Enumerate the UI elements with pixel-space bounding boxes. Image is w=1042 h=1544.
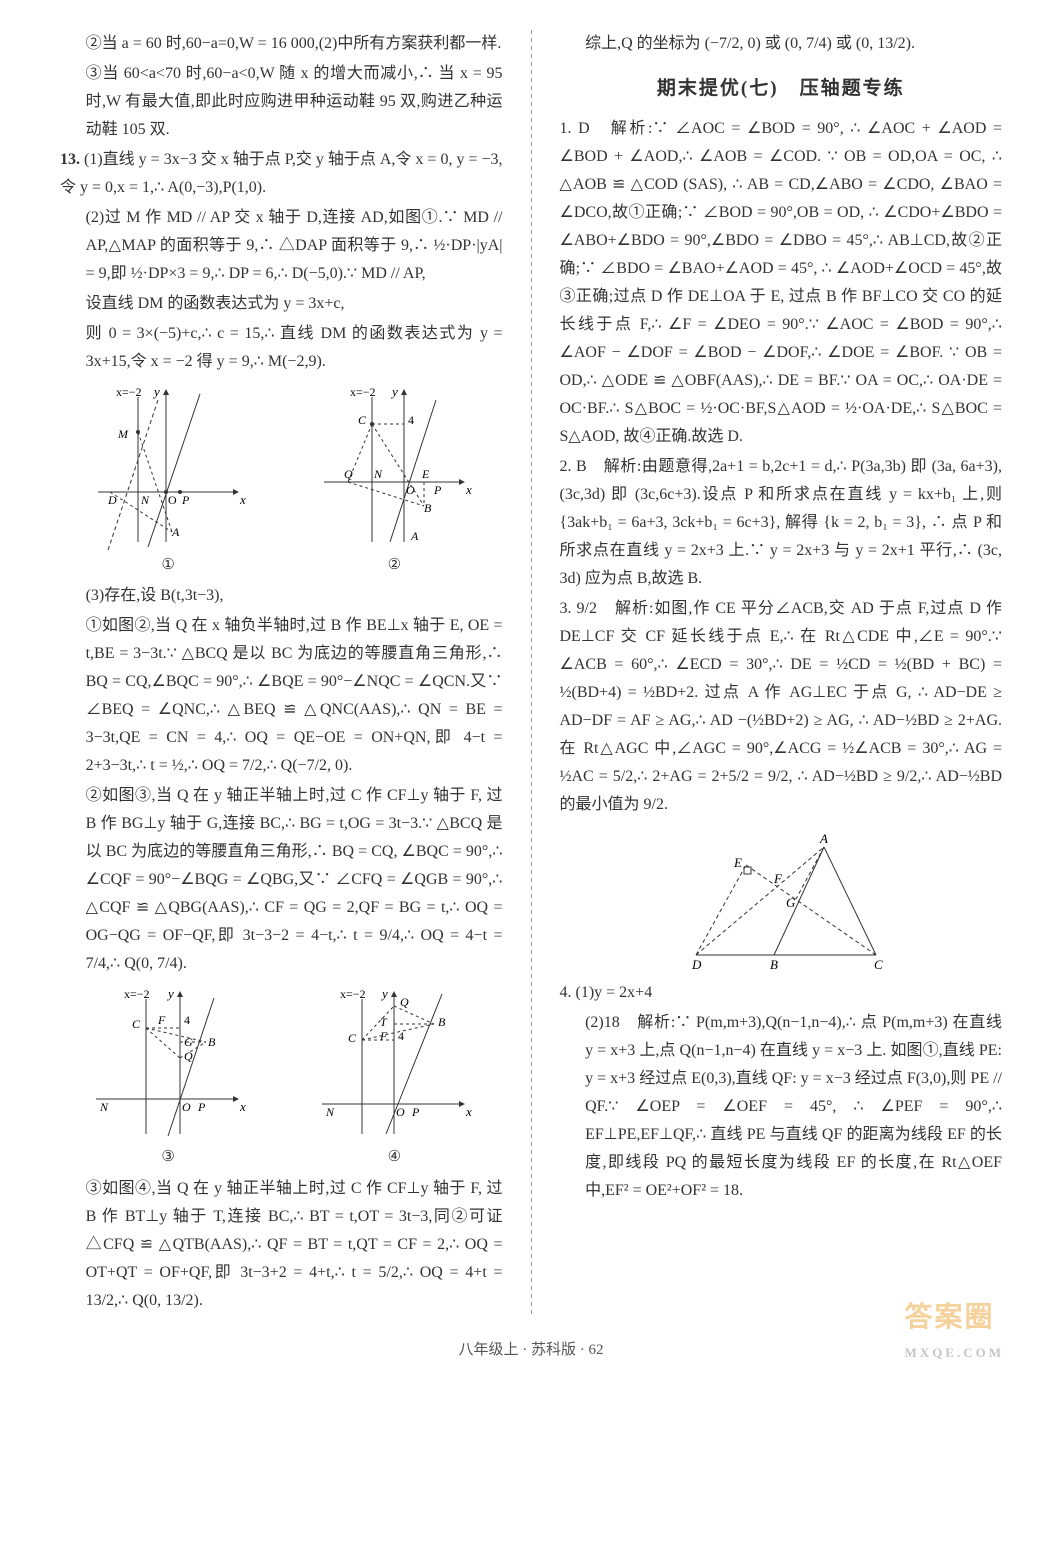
figure-row-1: x y x=−2 O P D N A M	[60, 382, 503, 578]
svg-text:F: F	[157, 1013, 166, 1027]
section-title: 期末提优(七) 压轴题专练	[560, 72, 1003, 105]
text-line: ②如图③,当 Q 在 y 轴正半轴上时,过 C 作 CF⊥y 轴于 F, 过 B…	[60, 782, 503, 978]
svg-text:B: B	[208, 1035, 216, 1049]
svg-text:C: C	[348, 1031, 357, 1045]
svg-text:x: x	[465, 1104, 472, 1119]
svg-text:A: A	[410, 529, 419, 543]
svg-text:E: E	[421, 467, 430, 481]
svg-text:y: y	[390, 384, 398, 399]
problem-4a: 4. (1)y = 2x+4	[560, 979, 1003, 1007]
text-line: ①如图②,当 Q 在 x 轴负半轴时,过 B 作 BE⊥x 轴于 E, OE =…	[60, 612, 503, 780]
svg-text:B: B	[424, 501, 432, 515]
svg-text:C: C	[874, 957, 883, 972]
left-column: ②当 a = 60 时,60−a=0,W = 16 000,(2)中所有方案获利…	[60, 30, 503, 1317]
svg-text:O: O	[168, 493, 177, 507]
svg-text:P: P	[411, 1105, 420, 1119]
svg-text:A: A	[171, 525, 180, 539]
text-line: (2)过 M 作 MD // AP 交 x 轴于 D,连接 AD,如图①.∵ M…	[60, 204, 503, 288]
svg-text:G: G	[786, 895, 796, 910]
svg-text:P: P	[433, 483, 442, 497]
figure-label: ①	[88, 552, 248, 578]
svg-text:B: B	[770, 957, 778, 972]
problem-13: 13. (1)直线 y = 3x−3 交 x 轴于点 P,交 y 轴于点 A,令…	[60, 146, 503, 202]
column-divider	[531, 30, 532, 1317]
svg-text:y: y	[380, 986, 388, 1001]
svg-text:B: B	[438, 1015, 446, 1029]
text-line: ③如图④,当 Q 在 y 轴正半轴上时,过 C 作 CF⊥y 轴于 F, 过 B…	[60, 1175, 503, 1315]
text-line: 则 0 = 3×(−5)+c,∴ c = 15,∴ 直线 DM 的函数表达式为 …	[60, 320, 503, 376]
svg-text:x=−2: x=−2	[350, 385, 376, 399]
svg-text:x: x	[239, 492, 246, 507]
problem-2: 2. B 解析:由题意得,2a+1 = b,2c+1 = d,∴ P(3a,3b…	[560, 453, 1003, 593]
svg-text:A: A	[819, 831, 828, 846]
svg-text:x=−2: x=−2	[340, 987, 366, 1001]
svg-text:4: 4	[184, 1013, 190, 1027]
figure-2: x y x=−2 C 4 Q N O E P	[314, 382, 474, 578]
svg-text:D: D	[691, 957, 702, 972]
figure-4: x y x=−2 Q C F 4 T B	[314, 984, 474, 1170]
svg-text:N: N	[140, 493, 150, 507]
svg-text:O: O	[182, 1100, 191, 1114]
text-line: 设直线 DM 的函数表达式为 y = 3x+c,	[60, 290, 503, 318]
figure-label: ②	[314, 552, 474, 578]
figure-label: ③	[88, 1144, 248, 1170]
figure-1: x y x=−2 O P D N A M	[88, 382, 248, 578]
svg-text:E: E	[733, 855, 742, 870]
page-footer: 八年级上 · 苏科版 · 62	[60, 1337, 1002, 1363]
svg-text:N: N	[373, 467, 383, 481]
svg-text:x: x	[239, 1099, 246, 1114]
svg-text:P: P	[197, 1100, 206, 1114]
svg-text:N: N	[99, 1100, 109, 1114]
svg-text:N: N	[325, 1105, 335, 1119]
svg-text:y: y	[166, 986, 174, 1001]
text-line: (1)直线 y = 3x−3 交 x 轴于点 P,交 y 轴于点 A,令 x =…	[60, 151, 503, 196]
figure-3: x y x=−2 C F 4 Q G B	[88, 984, 248, 1170]
svg-text:C: C	[132, 1017, 141, 1031]
figure-label: ④	[314, 1144, 474, 1170]
svg-text:x=−2: x=−2	[116, 385, 142, 399]
svg-text:4: 4	[408, 413, 414, 427]
figure-5: A B C D E F G	[656, 825, 906, 975]
text-line: 综上,Q 的坐标为 (−7/2, 0) 或 (0, 7/4) 或 (0, 13/…	[560, 30, 1003, 58]
problem-1: 1. D 解析:∵ ∠AOC = ∠BOD = 90°, ∴ ∠AOC + ∠A…	[560, 115, 1003, 451]
svg-text:x=−2: x=−2	[124, 987, 150, 1001]
right-column: 综上,Q 的坐标为 (−7/2, 0) 或 (0, 7/4) 或 (0, 13/…	[560, 30, 1003, 1317]
svg-text:O: O	[396, 1105, 405, 1119]
text-line: ③当 60<a<70 时,60−a<0,W 随 x 的增大而减小,∴ 当 x =…	[60, 60, 503, 144]
two-column-layout: ②当 a = 60 时,60−a=0,W = 16 000,(2)中所有方案获利…	[60, 30, 1002, 1317]
svg-text:x: x	[465, 482, 472, 497]
figure-row-3: A B C D E F G	[560, 825, 1003, 975]
text-line: (3)存在,设 B(t,3t−3),	[60, 582, 503, 610]
problem-3: 3. 9/2 解析:如图,作 CE 平分∠ACB,交 AD 于点 F,过点 D …	[560, 595, 1003, 819]
svg-text:P: P	[181, 493, 190, 507]
svg-text:C: C	[358, 413, 367, 427]
svg-text:Q: Q	[400, 995, 409, 1009]
problem-4b: (2)18 解析:∵ P(m,m+3),Q(n−1,n−4),∴ 点 P(m,m…	[560, 1009, 1003, 1205]
figure-row-2: x y x=−2 C F 4 Q G B	[60, 984, 503, 1170]
svg-text:F: F	[773, 871, 783, 886]
svg-text:y: y	[152, 384, 160, 399]
svg-text:M: M	[117, 427, 129, 441]
text-line: ②当 a = 60 时,60−a=0,W = 16 000,(2)中所有方案获利…	[60, 30, 503, 58]
problem-number: 13.	[60, 151, 80, 168]
